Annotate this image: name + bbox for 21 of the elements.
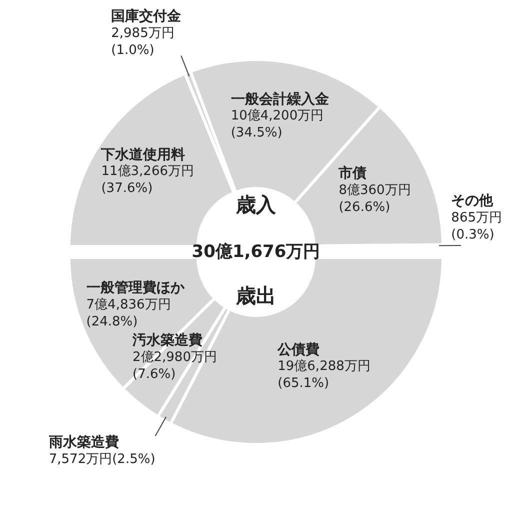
data-label: 7億4,836万円 (24.8%) — [86, 297, 171, 330]
data-label: 8億360万円 (26.6%) — [338, 182, 411, 215]
text: 歳入 — [235, 192, 277, 217]
text: 30億1,676万円 — [190, 241, 322, 263]
data-label: 2億2,980万円 (7.6%) — [132, 350, 217, 382]
slice-label: 汚水築造費 — [131, 332, 202, 349]
slice-label: 一般管理費ほか — [86, 280, 186, 296]
data-label: 865万円 (0.3%) — [451, 210, 502, 242]
slice-label: 雨水築造費 — [48, 434, 119, 451]
slice-label: 市債 — [338, 164, 367, 182]
slice-label: 一般会計繰入金 — [230, 91, 330, 108]
slice-label: 下水道使用料 — [100, 146, 186, 163]
slice-label: 国庫交付金 — [111, 8, 182, 25]
data-label: 10億4,200万円 (34.5%) — [230, 108, 324, 141]
slice-label: その他 — [451, 193, 494, 210]
slice-label: 公債費 — [276, 342, 320, 358]
text: 歳出 — [235, 284, 276, 308]
data-label: 11億3,266万円 (37.6%) — [101, 164, 194, 196]
data-label: 19億6,288万円 (65.1%) — [278, 359, 370, 392]
data-label: 2,985万円 (1.0%) — [111, 26, 174, 58]
data-label: 7,572万円(2.5%) — [48, 452, 156, 467]
